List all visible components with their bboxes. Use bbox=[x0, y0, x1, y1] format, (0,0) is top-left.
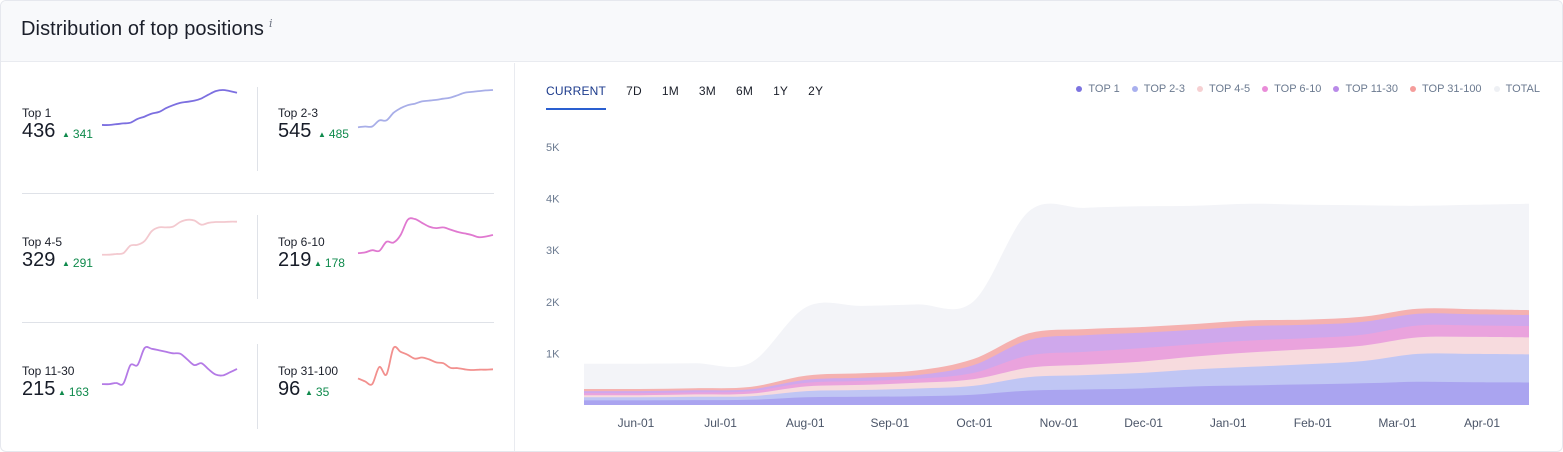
legend-top-4-5[interactable]: TOP 4-5 bbox=[1196, 83, 1250, 95]
card-delta: ▲ 485 bbox=[318, 127, 349, 141]
legend-top-11-30[interactable]: TOP 11-30 bbox=[1333, 83, 1398, 95]
card-label: Top 4-5 bbox=[22, 235, 63, 249]
sparkline-path bbox=[357, 345, 494, 386]
stacked-area-chart[interactable]: 1K 2K 3K 4K 5K Jun-01 Jul-01 Aug-01 Sep-01 Oct-01… bbox=[516, 125, 1563, 445]
legend-dot bbox=[1333, 86, 1340, 92]
column-divider bbox=[257, 344, 258, 429]
card-label: Top 31-100 bbox=[278, 364, 339, 378]
y-tick-label: 4K bbox=[546, 194, 560, 206]
y-tick-label: 2K bbox=[546, 297, 560, 309]
column-divider bbox=[257, 215, 258, 299]
x-tick-label: Oct-01 bbox=[956, 416, 992, 430]
legend-total[interactable]: TOTAL bbox=[1493, 83, 1540, 95]
x-tick-label: Feb-01 bbox=[1294, 416, 1332, 430]
sparkline bbox=[101, 89, 238, 126]
up-arrow-icon: ▲ bbox=[58, 388, 66, 397]
chart-legend: TOP 1 TOP 2-3 TOP 4-5 TOP 6-10 TOP 11-30… bbox=[1064, 83, 1540, 95]
card-label: Top 11-30 bbox=[22, 364, 75, 378]
distribution-chart-area: CURRENT 7D 1M 3M 6M 1Y 2Y TOP 1 TOP 2-3 … bbox=[516, 63, 1563, 451]
card-top-11-30[interactable]: Top 11-30 215 ▲ 163 bbox=[22, 346, 257, 451]
sparkline bbox=[101, 218, 238, 256]
y-tick-label: 5K bbox=[546, 142, 560, 154]
x-tick-label: Mar-01 bbox=[1378, 416, 1416, 430]
card-label: Top 6-10 bbox=[278, 235, 325, 249]
card-delta: ▲ 291 bbox=[62, 256, 93, 270]
x-tick-label: Sep-01 bbox=[870, 416, 909, 430]
sparkline-path bbox=[101, 218, 238, 256]
legend-dot bbox=[1262, 86, 1269, 92]
x-tick-label: Jun-01 bbox=[618, 416, 655, 430]
legend-top-1[interactable]: TOP 1 bbox=[1076, 83, 1120, 95]
x-tick-label: Jan-01 bbox=[1210, 416, 1247, 430]
tab-current[interactable]: CURRENT bbox=[546, 84, 607, 110]
sparkline-path bbox=[357, 89, 494, 129]
card-value: 329 bbox=[22, 249, 56, 271]
panel-header: Distribution of top positions i bbox=[1, 1, 1562, 62]
tab-6m[interactable]: 6M bbox=[735, 84, 754, 98]
column-divider bbox=[257, 87, 258, 171]
position-cards: Top 1 436 ▲ 341 Top 2-3 545 ▲ 485 Top 4-5 … bbox=[1, 63, 515, 451]
sparkline-path bbox=[357, 217, 494, 255]
row-divider bbox=[22, 193, 494, 194]
y-tick-label: 3K bbox=[546, 245, 560, 257]
card-value: 215 bbox=[22, 378, 56, 400]
up-arrow-icon: ▲ bbox=[318, 130, 326, 139]
up-arrow-icon: ▲ bbox=[314, 259, 322, 268]
x-tick-label: Jul-01 bbox=[704, 416, 737, 430]
card-top-1[interactable]: Top 1 436 ▲ 341 bbox=[22, 89, 257, 196]
tab-3m[interactable]: 3M bbox=[698, 84, 716, 98]
series-area-top-1 bbox=[584, 381, 1529, 405]
card-value: 219 bbox=[278, 249, 312, 271]
up-arrow-icon: ▲ bbox=[305, 388, 313, 397]
card-value: 436 bbox=[22, 120, 56, 142]
legend-dot bbox=[1196, 86, 1203, 92]
tab-1m[interactable]: 1M bbox=[661, 84, 679, 98]
legend-dot bbox=[1131, 86, 1138, 92]
card-top-4-5[interactable]: Top 4-5 329 ▲ 291 bbox=[22, 218, 257, 325]
sparkline bbox=[357, 89, 494, 129]
x-tick-label: Nov-01 bbox=[1040, 416, 1079, 430]
card-delta: ▲ 341 bbox=[62, 127, 93, 141]
card-delta: ▲ 178 bbox=[314, 256, 345, 270]
card-top-6-10[interactable]: Top 6-10 219 ▲ 178 bbox=[278, 217, 513, 325]
sparkline bbox=[357, 345, 494, 386]
card-value: 96 bbox=[278, 378, 301, 400]
y-tick-label: 1K bbox=[546, 348, 560, 360]
legend-dot bbox=[1076, 86, 1083, 92]
sparkline-path bbox=[101, 346, 238, 386]
sparkline bbox=[101, 346, 238, 386]
card-delta: ▲ 163 bbox=[58, 385, 89, 399]
card-delta: ▲ 35 bbox=[305, 385, 330, 399]
legend-top-2-3[interactable]: TOP 2-3 bbox=[1131, 83, 1185, 95]
panel-title: Distribution of top positions i bbox=[21, 17, 273, 40]
tab-1y[interactable]: 1Y bbox=[773, 84, 789, 98]
sparkline bbox=[357, 217, 494, 255]
up-arrow-icon: ▲ bbox=[62, 130, 70, 139]
card-top-31-100[interactable]: Top 31-100 96 ▲ 35 bbox=[278, 345, 513, 451]
legend-top-31-100[interactable]: TOP 31-100 bbox=[1410, 83, 1482, 95]
sparkline-path bbox=[101, 89, 238, 126]
tab-2y[interactable]: 2Y bbox=[808, 84, 824, 98]
card-label: Top 1 bbox=[22, 106, 52, 120]
card-top-2-3[interactable]: Top 2-3 545 ▲ 485 bbox=[278, 89, 513, 196]
x-tick-label: Apr-01 bbox=[1464, 416, 1500, 430]
x-tick-label: Dec-01 bbox=[1124, 416, 1163, 430]
period-tabs: CURRENT 7D 1M 3M 6M 1Y 2Y bbox=[546, 84, 843, 110]
tab-7d[interactable]: 7D bbox=[626, 84, 642, 98]
legend-dot bbox=[1493, 86, 1500, 92]
up-arrow-icon: ▲ bbox=[62, 259, 70, 268]
card-value: 545 bbox=[278, 120, 312, 142]
card-label: Top 2-3 bbox=[278, 106, 319, 120]
info-icon[interactable]: i bbox=[269, 17, 273, 30]
row-divider bbox=[22, 322, 494, 323]
legend-top-6-10[interactable]: TOP 6-10 bbox=[1262, 83, 1321, 95]
x-tick-label: Aug-01 bbox=[786, 416, 825, 430]
legend-dot bbox=[1410, 86, 1417, 92]
